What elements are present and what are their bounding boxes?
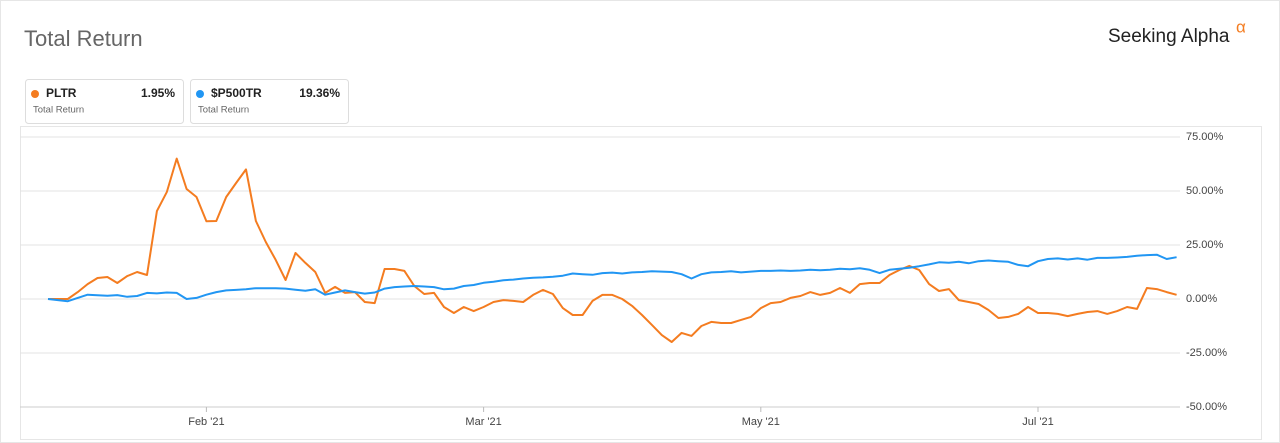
legend-subtitle: Total Return xyxy=(33,105,84,116)
y-tick-label: -50.00% xyxy=(1186,401,1227,413)
legend-subtitle: Total Return xyxy=(198,105,249,116)
y-tick-label: 75.00% xyxy=(1186,131,1224,143)
x-tick-label: Jul '21 xyxy=(1022,416,1053,428)
legend-name: $P500TR xyxy=(211,86,262,100)
brand-mark: α xyxy=(1236,17,1246,36)
y-tick-label: 50.00% xyxy=(1186,185,1224,197)
legend-box xyxy=(25,79,184,124)
series-line xyxy=(48,157,1177,343)
x-tick-label: Mar '21 xyxy=(465,416,501,428)
legend-dot xyxy=(31,90,39,98)
legend-box xyxy=(190,79,349,124)
x-tick-label: May '21 xyxy=(742,416,780,428)
brand: Seeking Alpha xyxy=(1108,26,1230,47)
x-tick-label: Feb '21 xyxy=(188,416,224,428)
legend-value: 19.36% xyxy=(299,86,340,100)
legend-value: 1.95% xyxy=(141,86,175,100)
y-tick-label: 0.00% xyxy=(1186,293,1217,305)
chart-title: Total Return xyxy=(24,26,143,51)
y-tick-label: 25.00% xyxy=(1186,239,1224,251)
legend-name: PLTR xyxy=(46,86,77,100)
series-line xyxy=(47,253,1177,303)
plot-frame xyxy=(20,126,1262,440)
y-tick-label: -25.00% xyxy=(1186,347,1227,359)
legend-dot xyxy=(196,90,204,98)
